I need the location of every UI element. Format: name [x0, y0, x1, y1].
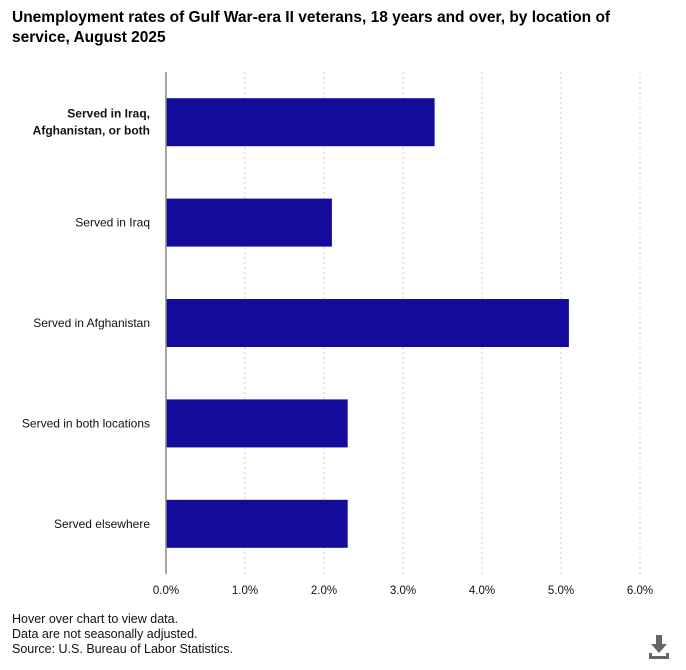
- footnotes: Hover over chart to view data. Data are …: [12, 612, 233, 657]
- bar[interactable]: [166, 98, 435, 147]
- x-tick-label: 1.0%: [232, 585, 258, 597]
- x-tick-label: 3.0%: [390, 585, 416, 597]
- x-tick-label: 4.0%: [469, 585, 495, 597]
- x-tick-label: 5.0%: [548, 585, 574, 597]
- footnote-seasonal: Data are not seasonally adjusted.: [12, 627, 198, 641]
- category-label: Served elsewhere: [54, 517, 150, 531]
- category-label: Served in Iraq,: [67, 107, 150, 121]
- bar[interactable]: [166, 399, 348, 448]
- x-tick-label: 0.0%: [153, 585, 179, 597]
- bar[interactable]: [166, 299, 569, 347]
- footnote-hover: Hover over chart to view data.: [12, 612, 179, 626]
- category-label: Afghanistan, or both: [33, 124, 150, 138]
- category-labels: Served in Iraq, Afghanistan, or both Serve…: [22, 107, 150, 531]
- bar[interactable]: [166, 198, 332, 247]
- chart-title: Unemployment rates of Gulf War-era II ve…: [12, 9, 611, 46]
- download-button[interactable]: [646, 632, 672, 660]
- x-tick-label: 6.0%: [627, 585, 653, 597]
- footnote-source: Source: U.S. Bureau of Labor Statistics.: [12, 642, 233, 656]
- category-label: Served in Afghanistan: [33, 316, 150, 330]
- x-axis-tick-labels: 0.0% 1.0% 2.0% 3.0% 4.0% 5.0% 6.0%: [153, 585, 653, 597]
- category-label: Served in Iraq: [75, 216, 150, 230]
- x-tick-label: 2.0%: [311, 585, 337, 597]
- bars: [166, 98, 569, 548]
- bar-chart[interactable]: Served in Iraq, Afghanistan, or both Serve…: [0, 0, 686, 610]
- bar[interactable]: [166, 499, 348, 548]
- category-label: Served in both locations: [22, 416, 150, 430]
- download-icon: [649, 635, 669, 659]
